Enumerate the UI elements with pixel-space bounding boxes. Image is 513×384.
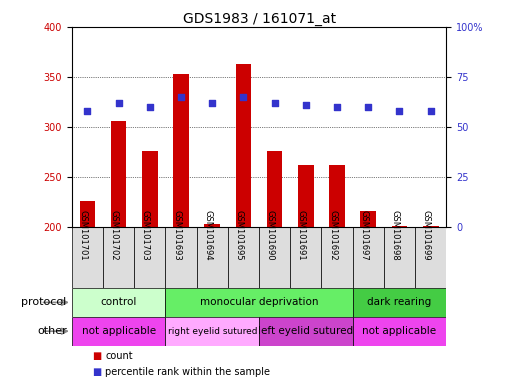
- Bar: [165, 288, 353, 317]
- Bar: [165, 317, 259, 346]
- Bar: [196, 227, 228, 288]
- Text: GSM101690: GSM101690: [266, 210, 274, 261]
- Bar: [259, 227, 290, 288]
- Text: ■: ■: [92, 366, 102, 377]
- Point: [240, 94, 248, 100]
- Bar: [72, 288, 165, 317]
- Point: [396, 108, 404, 114]
- Point: [208, 100, 216, 106]
- Point: [302, 102, 310, 108]
- Bar: [259, 317, 353, 346]
- Bar: [298, 165, 313, 227]
- Bar: [235, 64, 251, 227]
- Text: ■: ■: [92, 351, 102, 361]
- Bar: [322, 227, 353, 288]
- Text: control: control: [101, 297, 137, 308]
- Bar: [415, 227, 446, 288]
- Bar: [353, 317, 446, 346]
- Text: other: other: [37, 326, 67, 336]
- Text: not applicable: not applicable: [82, 326, 155, 336]
- Bar: [111, 121, 126, 227]
- Bar: [103, 227, 134, 288]
- Bar: [134, 227, 165, 288]
- Point: [427, 108, 435, 114]
- Point: [114, 100, 123, 106]
- Point: [333, 104, 341, 110]
- Text: protocol: protocol: [22, 297, 67, 308]
- Text: GSM101702: GSM101702: [110, 210, 119, 261]
- Text: GSM101691: GSM101691: [297, 210, 306, 261]
- Title: GDS1983 / 161071_at: GDS1983 / 161071_at: [183, 12, 336, 26]
- Bar: [205, 223, 220, 227]
- Point: [177, 94, 185, 100]
- Text: count: count: [105, 351, 133, 361]
- Text: percentile rank within the sample: percentile rank within the sample: [105, 366, 270, 377]
- Text: dark rearing: dark rearing: [367, 297, 431, 308]
- Text: GSM101699: GSM101699: [422, 210, 431, 261]
- Bar: [142, 151, 157, 227]
- Point: [364, 104, 372, 110]
- Bar: [72, 317, 165, 346]
- Bar: [72, 227, 103, 288]
- Text: GSM101695: GSM101695: [234, 210, 244, 261]
- Text: GSM101693: GSM101693: [172, 210, 181, 261]
- Text: GSM101692: GSM101692: [328, 210, 337, 261]
- Text: GSM101703: GSM101703: [141, 210, 150, 261]
- Bar: [267, 151, 283, 227]
- Text: left eyelid sutured: left eyelid sutured: [259, 326, 353, 336]
- Text: GSM101697: GSM101697: [359, 210, 368, 261]
- Bar: [165, 227, 196, 288]
- Bar: [392, 225, 407, 227]
- Bar: [384, 227, 415, 288]
- Bar: [173, 74, 189, 227]
- Bar: [290, 227, 322, 288]
- Text: GSM101701: GSM101701: [78, 210, 87, 261]
- Bar: [423, 225, 439, 227]
- Text: monocular deprivation: monocular deprivation: [200, 297, 318, 308]
- Text: GSM101698: GSM101698: [390, 210, 400, 261]
- Bar: [361, 210, 376, 227]
- Bar: [80, 200, 95, 227]
- Point: [270, 100, 279, 106]
- Bar: [353, 288, 446, 317]
- Text: right eyelid sutured: right eyelid sutured: [168, 327, 257, 336]
- Point: [83, 108, 91, 114]
- Text: not applicable: not applicable: [363, 326, 437, 336]
- Bar: [353, 227, 384, 288]
- Text: GSM101694: GSM101694: [203, 210, 212, 261]
- Bar: [329, 165, 345, 227]
- Bar: [228, 227, 259, 288]
- Point: [146, 104, 154, 110]
